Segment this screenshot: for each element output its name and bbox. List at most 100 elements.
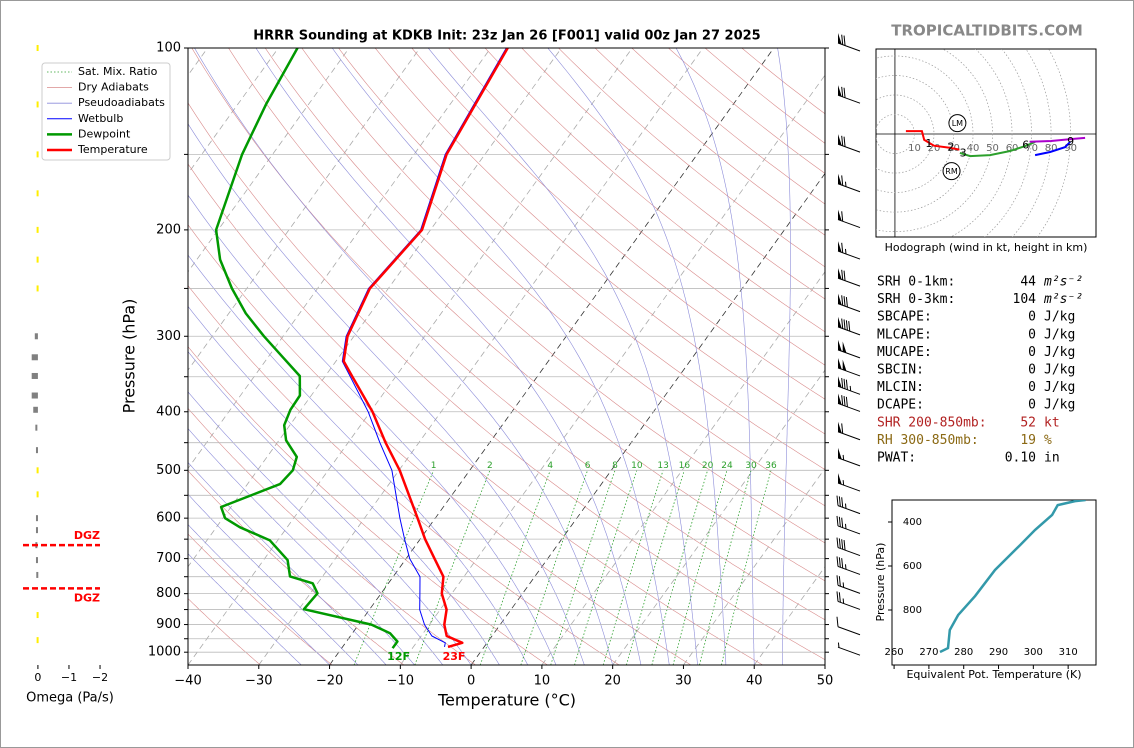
- storm-motion-marker: [948, 114, 967, 133]
- isotherm: [188, 48, 633, 665]
- thetae-x-tick-label: 280: [954, 647, 973, 658]
- param-unit: m²s⁻²: [1043, 275, 1083, 290]
- barb-flag: [838, 85, 842, 97]
- pseudoadiabat: [188, 553, 302, 665]
- hodo-ring-label: 80: [1045, 143, 1058, 154]
- barb-half: [842, 480, 845, 486]
- mixing-ratio-line: [602, 470, 664, 665]
- wind-barb: [837, 642, 861, 656]
- hodo-height-label: 1: [925, 137, 932, 150]
- mixing-ratio-line: [550, 470, 616, 665]
- hodo-ring-label: 50: [986, 143, 999, 154]
- y-tick-label: 900: [156, 617, 181, 632]
- barb-feather: [841, 539, 844, 550]
- wind-barb: [837, 173, 861, 193]
- wind-barb: [837, 293, 861, 313]
- param-value: 0: [1028, 310, 1036, 325]
- hodograph-caption: Hodograph (wind in kt, height in km): [885, 241, 1088, 254]
- barb-feather: [843, 378, 846, 389]
- omega-bar: [36, 285, 39, 292]
- mixing-ratio-line: [721, 470, 772, 665]
- pseudoadiabat: [188, 428, 415, 665]
- barb-feather: [836, 495, 839, 506]
- wind-barb: [837, 85, 861, 104]
- barb-half: [842, 598, 845, 604]
- barb-feather: [838, 516, 841, 527]
- barb-flag: [838, 293, 842, 305]
- param-value: 52: [1020, 415, 1036, 430]
- omega-tick-label: −2: [92, 671, 108, 684]
- hodo-height-label: 3: [960, 147, 967, 160]
- hodo-ring: [876, 75, 954, 193]
- omega-bar: [35, 447, 38, 454]
- thetae-x-tick-label: 310: [1059, 647, 1078, 658]
- hodo-segment: [1029, 136, 1086, 143]
- x-axis-label: Temperature (°C): [437, 691, 576, 710]
- param-value: 0: [1028, 398, 1036, 413]
- barb-half: [844, 523, 847, 529]
- pseudoadiabat: [427, 48, 698, 665]
- param-label: SBCAPE:: [877, 310, 932, 325]
- mixing-ratio-label: 13: [657, 461, 668, 471]
- param-value: 19: [1020, 433, 1036, 448]
- profile-line: [342, 48, 509, 649]
- mixing-ratio-label: 2: [487, 461, 493, 471]
- barb-feather: [841, 175, 844, 186]
- y-tick-label: 1000: [148, 645, 181, 660]
- barb-half: [844, 181, 847, 187]
- barb-flag: [838, 33, 842, 45]
- omega-bar: [36, 226, 39, 233]
- legend-label: Dry Adiabats: [78, 81, 149, 94]
- wind-barb: [837, 447, 861, 467]
- hodo-ring-label: 60: [1006, 143, 1019, 154]
- thetae-x-tick-label: 260: [885, 647, 904, 658]
- barb-flag: [842, 341, 847, 353]
- x-tick-label: 10: [534, 674, 551, 689]
- barb-half: [842, 582, 845, 588]
- barb-feather: [843, 35, 846, 46]
- legend-label: Pseudoadiabats: [78, 96, 165, 109]
- x-tick-label: 50: [817, 674, 834, 689]
- omega-bar: [36, 256, 39, 263]
- hodo-segment: [959, 141, 1036, 158]
- x-tick-label: −10: [387, 674, 414, 689]
- barb-feather: [845, 379, 848, 390]
- omega-bar: [36, 467, 39, 474]
- omega-bar: [36, 190, 39, 197]
- wind-barb: [837, 339, 861, 359]
- barb-feather: [836, 515, 839, 527]
- wind-barb: [836, 575, 861, 594]
- hodograph-frame: [875, 48, 1097, 238]
- y-tick-label: 500: [156, 463, 181, 478]
- y-axis-label: Pressure (hPa): [120, 299, 139, 414]
- barb-flag: [838, 241, 842, 253]
- wind-barb: [837, 241, 861, 260]
- barb-flag: [838, 473, 842, 485]
- omega-bar: [33, 406, 38, 413]
- barb-feather: [843, 136, 846, 147]
- barb-flag: [842, 359, 847, 372]
- plot-frame: [187, 47, 826, 666]
- wind-barb: [836, 515, 861, 535]
- barb-feather: [845, 296, 848, 308]
- mixing-ratio-line: [699, 470, 752, 665]
- barb-shaft: [837, 646, 861, 656]
- skewt-data: [214, 48, 509, 649]
- legend-label: Dewpoint: [78, 127, 131, 140]
- barb-feather: [848, 321, 851, 332]
- x-tick-label: 40: [746, 674, 763, 689]
- omega-bar: [35, 557, 38, 564]
- y-tick-label: 100: [156, 41, 181, 56]
- param-unit: m²s⁻²: [1043, 292, 1083, 307]
- pseudoadiabat: [188, 524, 330, 665]
- x-tick-label: −20: [316, 674, 343, 689]
- mixing-ratio-line: [520, 470, 588, 665]
- pseudoadiabat: [188, 194, 557, 665]
- wind-barbs: [836, 33, 861, 656]
- surface-label: 12F: [387, 650, 410, 663]
- wind-barb: [837, 209, 861, 229]
- isotherm: [400, 74, 825, 665]
- param-label: SRH 0-3km:: [877, 292, 955, 307]
- param-unit: J/kg: [1044, 345, 1075, 360]
